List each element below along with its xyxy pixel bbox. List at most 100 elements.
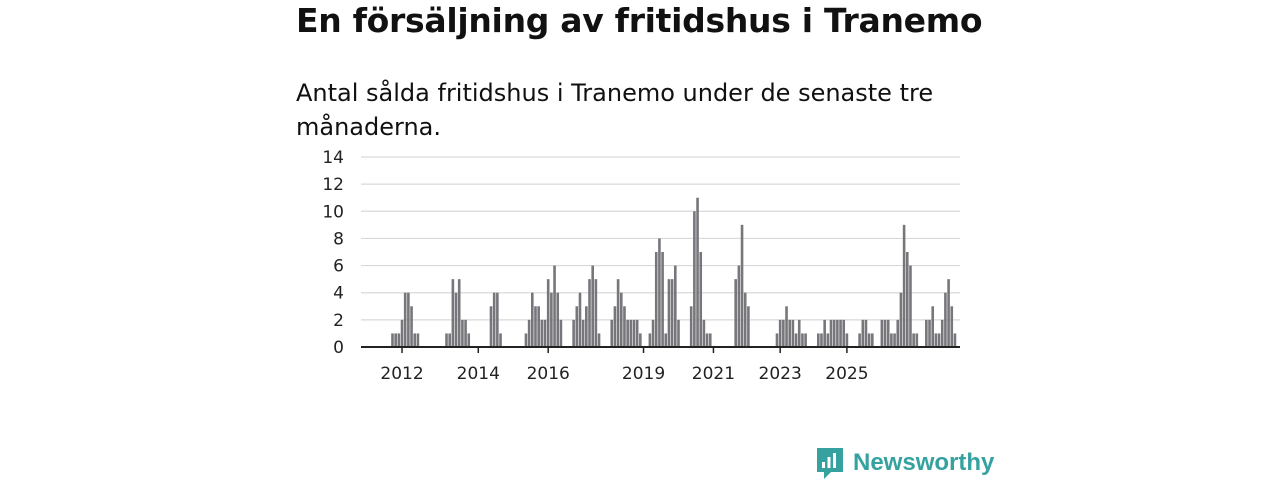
bar — [794, 333, 798, 347]
bar — [632, 319, 636, 347]
y-tick-label: 12 — [322, 175, 344, 195]
bar — [915, 333, 919, 347]
bar — [950, 306, 954, 347]
bar — [880, 319, 884, 347]
bar — [937, 333, 941, 347]
bar — [546, 279, 550, 347]
bar — [407, 292, 410, 347]
newsworthy-logo-text: Newsworthy — [853, 449, 995, 476]
bar — [524, 333, 528, 347]
bar — [581, 319, 585, 347]
bar — [689, 306, 693, 347]
bar — [670, 279, 674, 347]
bar — [654, 252, 658, 347]
bar — [540, 319, 544, 347]
bar — [832, 319, 836, 347]
bar — [902, 224, 906, 347]
bar — [445, 333, 448, 347]
bar — [817, 333, 820, 347]
x-tick-label: 2014 — [457, 364, 500, 384]
y-tick-label: 14 — [322, 148, 344, 168]
bar — [737, 265, 741, 347]
bar — [896, 319, 900, 347]
bar — [797, 319, 801, 347]
y-tick-label: 2 — [333, 311, 344, 331]
bar — [591, 265, 594, 347]
chart-title: En försäljning av fritidshus i Tranemo — [296, 1, 983, 40]
bar — [556, 292, 560, 347]
bar — [947, 279, 950, 347]
bar — [613, 306, 617, 347]
bar — [677, 319, 680, 347]
bar — [585, 306, 588, 347]
bar — [391, 333, 394, 347]
bar — [499, 333, 502, 347]
y-tick-label: 6 — [333, 257, 344, 277]
bar — [394, 333, 397, 347]
bar — [594, 279, 598, 347]
bar — [702, 319, 706, 347]
bar — [553, 265, 556, 347]
bar — [693, 211, 696, 347]
bar — [461, 319, 464, 347]
bar — [905, 252, 909, 347]
bar — [788, 319, 792, 347]
bar — [909, 265, 912, 347]
bar — [858, 333, 861, 347]
bar — [454, 292, 458, 347]
bar — [886, 319, 890, 347]
data-label: 1 — [955, 0, 966, 5]
bar — [820, 333, 823, 347]
bar — [747, 306, 750, 347]
bar-chart: 0 2 4 6 8 10 12 14 2012 2014 2016 2019 2021 2023 2025 1 — [322, 0, 966, 384]
bar — [705, 333, 709, 347]
bar — [626, 319, 629, 347]
bar — [893, 333, 896, 347]
bar — [867, 333, 871, 347]
bar — [623, 306, 626, 347]
y-tick-label: 4 — [333, 284, 344, 304]
x-tick-label: 2019 — [622, 364, 665, 384]
bar — [648, 333, 652, 347]
bar — [467, 333, 471, 347]
bar — [823, 319, 826, 347]
bar — [397, 333, 401, 347]
bar — [610, 319, 614, 347]
x-tick-label: 2025 — [825, 364, 868, 384]
bar — [775, 333, 779, 347]
bar — [734, 279, 737, 347]
bar — [836, 319, 839, 347]
y-tick-label: 0 — [333, 338, 344, 358]
newsworthy-logo-icon — [817, 448, 843, 479]
bar — [845, 333, 849, 347]
bar — [934, 333, 938, 347]
bar — [658, 238, 661, 347]
bar — [651, 319, 655, 347]
bar — [597, 333, 601, 347]
bar — [839, 319, 842, 347]
bar — [791, 319, 795, 347]
x-tick-label: 2023 — [759, 364, 802, 384]
bar — [416, 333, 420, 347]
bar — [883, 319, 887, 347]
newsworthy-logo[interactable]: Newsworthy — [815, 446, 994, 480]
bar — [413, 333, 417, 347]
bar — [559, 319, 563, 347]
bar — [543, 319, 547, 347]
bar — [664, 333, 668, 347]
x-tick-label: 2021 — [692, 364, 735, 384]
bar — [661, 252, 664, 347]
x-tick-label: 2016 — [527, 364, 570, 384]
bar — [667, 279, 671, 347]
bar — [639, 333, 642, 347]
y-tick-label: 8 — [333, 229, 344, 249]
bar — [899, 292, 903, 347]
bar — [616, 279, 620, 347]
bar — [778, 319, 782, 347]
bar — [944, 292, 947, 347]
bar — [861, 319, 865, 347]
bar — [457, 279, 461, 347]
bar — [782, 319, 785, 347]
bar — [804, 333, 807, 347]
bar — [527, 319, 531, 347]
